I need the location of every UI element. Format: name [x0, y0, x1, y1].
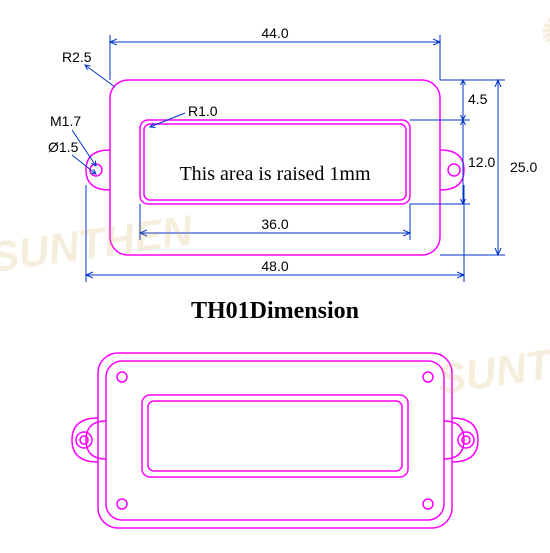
dim-inner-width-label: 36.0 [261, 216, 288, 232]
iso-hole-r2 [462, 436, 470, 444]
dim-top-width-label: 44.0 [261, 25, 288, 41]
dim-top-offset-label: 4.5 [468, 91, 488, 107]
boss [423, 372, 433, 382]
top-drawing: This area is raised 1mm 44.0 48.0 36.0 2… [0, 0, 550, 290]
bottom-drawing [0, 333, 550, 553]
boss [117, 372, 127, 382]
raised-note: This area is raised 1mm [179, 163, 370, 185]
dim-hole-label: Ø1.5 [48, 139, 79, 155]
inner-rect-outer [140, 120, 410, 204]
iso-hole-l [76, 432, 92, 448]
drawing-title: TH01Dimension [0, 298, 550, 325]
dim-right-height-label: 25.0 [510, 159, 537, 175]
boss [423, 499, 433, 509]
hole-right [448, 164, 460, 176]
dim-screw-label: M1.7 [50, 113, 81, 129]
dim-inner-height-label: 12.0 [468, 154, 495, 170]
dim-inner-r-label: R1.0 [188, 103, 218, 119]
iso-hole-r [458, 432, 474, 448]
iso-outer-2 [106, 361, 444, 520]
inner-rect-inner [144, 124, 406, 200]
dim-bottom-width-label: 48.0 [261, 258, 288, 274]
iso-ear-left-2 [86, 421, 106, 459]
boss [117, 499, 127, 509]
iso-ear-right-2 [444, 421, 464, 459]
iso-inner [142, 395, 408, 477]
iso-hole-l2 [80, 436, 88, 444]
iso-inner-2 [148, 401, 402, 471]
iso-outer [98, 353, 452, 528]
dim-corner-r-label: R2.5 [62, 49, 92, 65]
